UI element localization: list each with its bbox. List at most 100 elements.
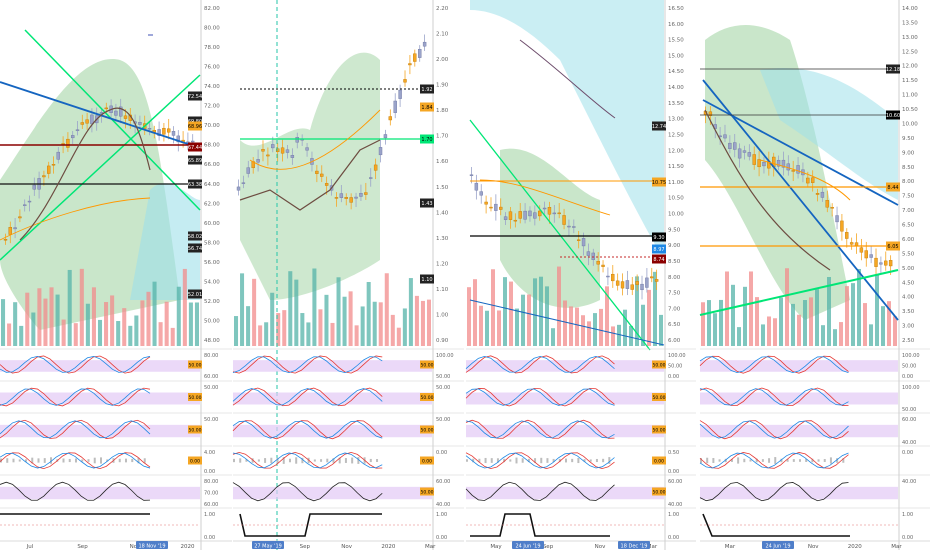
volume-bar <box>360 306 365 346</box>
oscillator-line <box>465 387 615 407</box>
candle-body <box>733 142 737 150</box>
volume-bar <box>270 292 275 346</box>
candle-body <box>383 134 388 139</box>
price-axis-tick: 62.00 <box>204 201 220 207</box>
oscillator-band <box>466 360 664 372</box>
histogram-bar <box>768 458 771 463</box>
price-axis-tick: 1.90 <box>436 83 449 89</box>
histogram-bar <box>712 458 715 463</box>
price-tag-label: 8.44 <box>887 185 898 191</box>
price-axis-tick: 9.50 <box>902 136 915 142</box>
price-axis-tick: 13.50 <box>668 101 684 107</box>
price-axis-tick: 13.00 <box>902 35 918 41</box>
volume-bar <box>110 295 115 346</box>
candle-body <box>51 164 56 166</box>
candle-body <box>620 281 625 289</box>
volume-bar <box>43 298 48 346</box>
histogram-bar <box>780 458 783 463</box>
candle-body <box>104 107 109 110</box>
oscillator-band <box>466 392 664 405</box>
candle-body <box>562 215 566 225</box>
oscillator-tag-label: 50.00 <box>653 363 666 369</box>
time-axis-tick: 2020 <box>848 544 862 550</box>
price-axis-tick: 14.00 <box>902 6 918 12</box>
oscillator-band <box>233 486 432 500</box>
oscillator-tag <box>420 456 434 465</box>
oscillator-line <box>0 420 151 439</box>
oscillator-tag <box>188 393 202 401</box>
oscillator-line <box>699 387 849 406</box>
histogram-bar <box>836 458 839 463</box>
oscillator-tick: 1.00 <box>204 512 215 518</box>
volume-bar <box>164 301 169 346</box>
price-tag <box>188 243 202 253</box>
oscillator-line <box>232 356 383 374</box>
oscillator-tick: 100.00 <box>902 385 920 391</box>
volume-bar <box>240 273 245 346</box>
oscillator-line <box>232 387 383 407</box>
oscillator-line <box>232 420 383 439</box>
oscillator-tick: 0.00 <box>902 374 913 380</box>
candle-body <box>80 122 85 125</box>
candle-body <box>75 129 80 131</box>
histogram-bar <box>295 457 298 464</box>
oscillator-line <box>232 482 383 502</box>
price-tag <box>886 110 900 120</box>
histogram-bar <box>534 458 537 463</box>
price-tag-label: 56.74 <box>188 246 202 252</box>
moving-average <box>239 139 381 211</box>
candle-body <box>859 247 864 253</box>
candle-body <box>576 239 581 241</box>
volume-bar <box>863 303 867 346</box>
volume-bar <box>49 287 54 346</box>
price-axis-tick: 2.50 <box>902 338 915 344</box>
oscillator-tag <box>420 487 434 496</box>
price-axis-tick: 11.00 <box>902 93 918 99</box>
oscillator-line <box>465 355 615 373</box>
candle-body <box>271 144 275 149</box>
candle-body <box>601 264 605 267</box>
oscillator-line <box>465 481 615 501</box>
candle-body <box>359 193 363 197</box>
candle-body <box>408 63 412 66</box>
candle-body <box>547 207 552 215</box>
volume-bar <box>761 324 765 346</box>
candle-body <box>32 184 36 190</box>
price-axis-tick: 80.00 <box>204 26 220 32</box>
price-tag <box>188 142 202 152</box>
candle-body <box>786 163 791 171</box>
price-axis-tick: 1.00 <box>436 312 449 318</box>
candle-body <box>3 239 8 241</box>
volume-bar <box>104 302 109 346</box>
price-axis-tick: 1.70 <box>436 134 449 140</box>
oscillator-line <box>232 420 383 440</box>
oscillator-tag <box>652 487 666 496</box>
oscillator-tick: 0.00 <box>204 535 215 541</box>
candle-body <box>171 130 176 136</box>
moving-average <box>759 159 851 201</box>
volume-bar <box>869 324 873 346</box>
price-axis-tick: 6.00 <box>902 237 915 243</box>
histogram-bar <box>700 458 702 463</box>
trend-line <box>469 119 651 351</box>
volume-bar <box>623 309 627 346</box>
histogram-bar <box>589 459 592 462</box>
volume-bar <box>79 268 84 346</box>
candle-body <box>378 147 383 156</box>
volume-bar <box>773 318 777 346</box>
volume-bar <box>611 326 615 346</box>
volume-bar <box>893 316 897 346</box>
trend-line <box>699 269 899 316</box>
price-axis-tick: 7.50 <box>668 291 681 297</box>
oscillator-tick: 1.00 <box>436 512 447 518</box>
volume-bar <box>122 308 127 346</box>
oscillator-line <box>465 420 615 439</box>
volume-bar <box>420 300 425 346</box>
oscillator-line <box>0 452 151 470</box>
histogram-bar <box>288 458 291 463</box>
candle-body <box>305 147 309 151</box>
price-axis-tick: 70.00 <box>204 123 220 129</box>
price-axis-tick: 2.00 <box>436 57 449 63</box>
